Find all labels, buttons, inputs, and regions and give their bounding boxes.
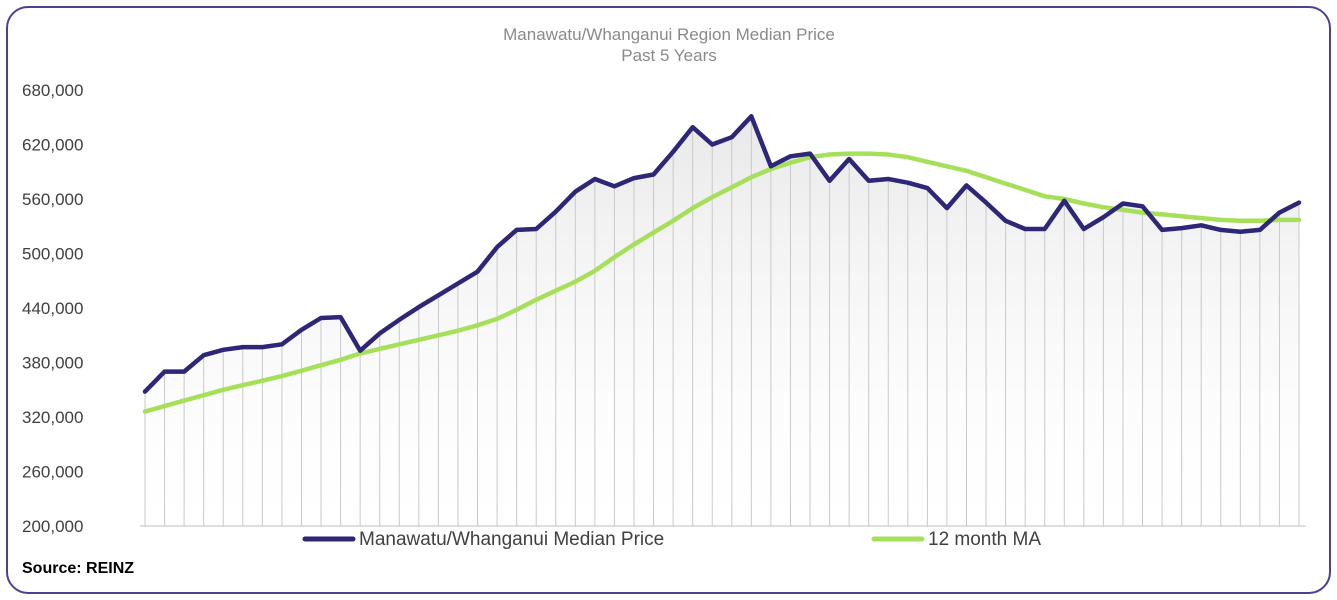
y-tick-label-1: 620,000 <box>22 136 83 155</box>
chart-title: Manawatu/Whanganui Region Median Price <box>503 25 835 44</box>
series-line-median-price <box>142 114 1302 394</box>
line-chart: Manawatu/Whanganui Region Median Price P… <box>22 25 1306 577</box>
y-tick-label-8: 200,000 <box>22 517 83 536</box>
y-tick-label-0: 680,000 <box>22 81 83 100</box>
y-tick-label-4: 440,000 <box>22 299 83 318</box>
chart-card: Manawatu/Whanganui Region Median Price P… <box>6 6 1331 594</box>
y-tick-label-5: 380,000 <box>22 354 83 373</box>
area-fill <box>145 116 1299 526</box>
series-layer <box>142 114 1302 414</box>
series-line-12-month-ma <box>142 151 1302 414</box>
chart-subtitle: Past 5 Years <box>621 46 716 65</box>
grid-layer <box>140 116 1306 527</box>
legend-label-median-price: Manawatu/Whanganui Median Price <box>359 529 664 550</box>
legend-label-12-month-ma: 12 month MA <box>928 529 1041 550</box>
y-tick-label-3: 500,000 <box>22 245 83 264</box>
source-note: Source: REINZ <box>22 560 134 577</box>
y-tick-label-6: 320,000 <box>22 408 83 427</box>
y-tick-label-2: 560,000 <box>22 190 83 209</box>
legend: Manawatu/Whanganui Median Price 12 month… <box>302 529 1041 550</box>
y-tick-label-7: 260,000 <box>22 463 83 482</box>
y-axis: 680,000 620,000 560,000 500,000 440,000 380,0… <box>22 81 83 536</box>
